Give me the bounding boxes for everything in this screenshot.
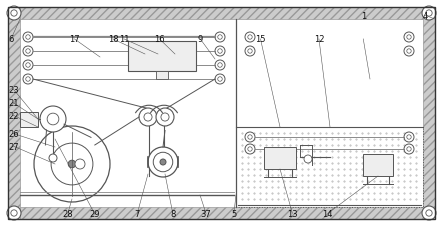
Bar bbox=[8, 207, 435, 219]
Text: 6: 6 bbox=[8, 35, 14, 44]
Text: 16: 16 bbox=[154, 35, 165, 44]
Bar bbox=[264, 147, 296, 169]
Circle shape bbox=[245, 33, 255, 43]
Circle shape bbox=[139, 109, 157, 126]
Bar bbox=[363, 154, 393, 176]
Circle shape bbox=[11, 11, 17, 17]
Circle shape bbox=[156, 109, 174, 126]
Circle shape bbox=[215, 33, 225, 43]
Circle shape bbox=[215, 61, 225, 71]
Text: 8: 8 bbox=[170, 209, 175, 218]
Circle shape bbox=[148, 147, 178, 177]
Circle shape bbox=[404, 33, 414, 43]
Text: 1: 1 bbox=[361, 12, 366, 21]
Bar bbox=[8, 8, 20, 219]
Circle shape bbox=[426, 210, 432, 216]
Circle shape bbox=[407, 147, 411, 152]
Circle shape bbox=[23, 47, 33, 57]
Circle shape bbox=[11, 210, 17, 216]
Bar bbox=[128, 42, 196, 72]
Text: 4: 4 bbox=[423, 12, 428, 21]
Text: 23: 23 bbox=[8, 85, 19, 94]
Text: 5: 5 bbox=[231, 209, 237, 218]
Circle shape bbox=[26, 36, 30, 40]
Text: 37: 37 bbox=[201, 209, 211, 218]
Circle shape bbox=[422, 206, 436, 220]
Text: 21: 21 bbox=[8, 99, 19, 108]
Circle shape bbox=[40, 106, 66, 132]
Circle shape bbox=[7, 7, 21, 21]
Circle shape bbox=[26, 49, 30, 54]
Circle shape bbox=[218, 77, 222, 82]
Text: 15: 15 bbox=[255, 35, 266, 44]
Circle shape bbox=[218, 64, 222, 68]
Circle shape bbox=[218, 49, 222, 54]
Circle shape bbox=[47, 114, 59, 125]
Bar bbox=[236, 127, 423, 207]
Text: 26: 26 bbox=[8, 129, 19, 138]
Bar bbox=[8, 8, 435, 20]
Circle shape bbox=[129, 48, 139, 58]
Text: 29: 29 bbox=[89, 209, 100, 218]
Circle shape bbox=[304, 155, 312, 163]
Circle shape bbox=[51, 143, 93, 185]
Circle shape bbox=[404, 132, 414, 142]
Circle shape bbox=[407, 49, 411, 54]
Circle shape bbox=[407, 36, 411, 40]
Circle shape bbox=[248, 36, 252, 40]
Text: 11: 11 bbox=[119, 35, 129, 44]
Text: 27: 27 bbox=[8, 142, 19, 151]
Circle shape bbox=[245, 144, 255, 154]
Circle shape bbox=[404, 47, 414, 57]
Circle shape bbox=[161, 114, 169, 121]
Circle shape bbox=[218, 36, 222, 40]
Circle shape bbox=[145, 48, 155, 58]
Circle shape bbox=[179, 48, 189, 58]
Text: 22: 22 bbox=[8, 111, 19, 120]
Circle shape bbox=[248, 147, 252, 152]
Circle shape bbox=[215, 75, 225, 85]
Circle shape bbox=[248, 135, 252, 140]
Circle shape bbox=[144, 114, 152, 121]
Circle shape bbox=[23, 61, 33, 71]
Circle shape bbox=[245, 47, 255, 57]
Circle shape bbox=[171, 48, 181, 58]
Circle shape bbox=[245, 132, 255, 142]
Circle shape bbox=[153, 153, 173, 172]
Circle shape bbox=[137, 48, 147, 58]
Text: 18: 18 bbox=[108, 35, 118, 44]
Text: 28: 28 bbox=[62, 209, 73, 218]
Circle shape bbox=[26, 77, 30, 82]
Circle shape bbox=[404, 144, 414, 154]
Text: 13: 13 bbox=[287, 209, 298, 218]
Circle shape bbox=[26, 64, 30, 68]
Circle shape bbox=[163, 48, 173, 58]
Bar bbox=[423, 8, 435, 219]
Text: 9: 9 bbox=[198, 35, 203, 44]
Circle shape bbox=[160, 159, 166, 165]
Circle shape bbox=[407, 135, 411, 140]
Circle shape bbox=[7, 206, 21, 220]
Circle shape bbox=[23, 33, 33, 43]
Text: 17: 17 bbox=[69, 35, 80, 44]
Circle shape bbox=[34, 126, 110, 202]
Circle shape bbox=[49, 154, 57, 162]
Text: 12: 12 bbox=[314, 35, 324, 44]
Circle shape bbox=[426, 11, 432, 17]
Text: 14: 14 bbox=[323, 209, 333, 218]
Circle shape bbox=[248, 49, 252, 54]
Circle shape bbox=[68, 160, 76, 168]
Circle shape bbox=[75, 159, 85, 169]
Circle shape bbox=[23, 75, 33, 85]
Bar bbox=[156, 72, 168, 80]
Bar bbox=[20, 113, 38, 127]
Circle shape bbox=[215, 47, 225, 57]
Circle shape bbox=[422, 7, 436, 21]
Text: 7: 7 bbox=[135, 209, 140, 218]
